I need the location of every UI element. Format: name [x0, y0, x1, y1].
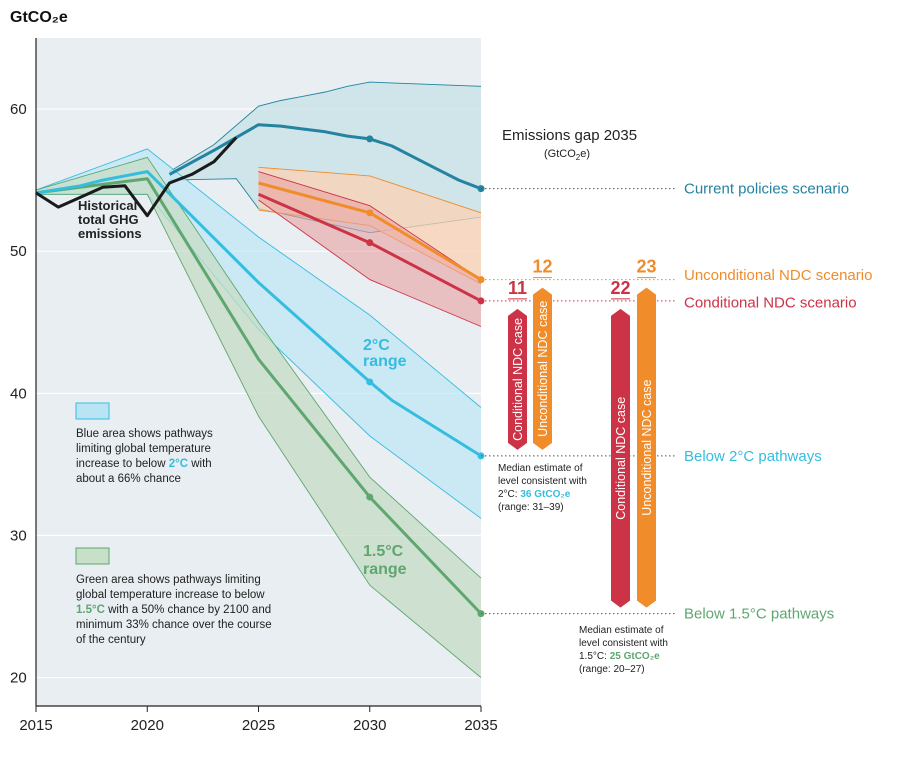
x-tick-label: 2015 — [19, 717, 52, 734]
legend-swatch-green — [75, 547, 110, 565]
marker-one_five_c — [366, 493, 374, 501]
gap-bar-label-g1: Conditional NDC case — [511, 318, 525, 441]
band-conditional — [258, 171, 481, 327]
scenario-label-one_five_c: Below 1.5°C pathways — [684, 606, 834, 623]
scenario-label-two_c: Below 2°C pathways — [684, 448, 822, 465]
series-line-historical — [35, 136, 238, 218]
series-line-current — [168, 123, 482, 191]
band-edge-upper-unconditional — [258, 166, 482, 214]
gap-title: Emissions gap 2035 — [502, 127, 637, 144]
band-edge-upper-conditional — [258, 171, 482, 280]
gap-value-g4: 23 — [636, 257, 656, 277]
band-two_c — [36, 148, 481, 519]
median-note-2c: Median estimate of level consistent with… — [498, 463, 590, 513]
scenario-label-current: Current policies scenario — [684, 181, 849, 198]
band-edge-upper-current — [169, 81, 482, 172]
one-five-c-range-label: 1.5°C range — [363, 543, 408, 578]
series-line-two_c — [35, 170, 482, 458]
x-axis-ticks: 2015 2020 2025 2030 2035 — [19, 706, 498, 734]
band-edge-lower-one_five_c — [36, 193, 482, 678]
x-tick-label: 2035 — [464, 717, 497, 734]
legend-text-green: Green area shows pathways limiting globa… — [76, 574, 275, 646]
band-edge-upper-two_c — [35, 148, 482, 408]
scenario-label-conditional: Conditional NDC scenario — [684, 294, 857, 311]
band-one_five_c — [36, 157, 481, 678]
gap-bar-g4 — [637, 287, 656, 608]
series-line-one_five_c — [35, 177, 483, 615]
gap-value-g1: 11 — [508, 278, 527, 298]
marker-conditional — [366, 239, 374, 247]
band-edge-upper-one_five_c — [35, 156, 482, 579]
marker-current — [366, 135, 374, 143]
gap-bar-label-g3: Conditional NDC case — [614, 397, 628, 520]
y-tick-label: 50 — [10, 243, 27, 260]
x-tick-label: 2020 — [131, 717, 164, 734]
legend-swatch-blue — [75, 402, 110, 420]
gap-bar-label-g2: Unconditional NDC case — [536, 301, 550, 437]
y-tick-label: 60 — [10, 101, 27, 118]
gap-value-g2: 12 — [532, 257, 552, 277]
uncertainty-bands — [35, 81, 482, 678]
gap-bar-g3 — [611, 308, 630, 608]
marker-two_c — [366, 378, 374, 386]
gap-value-g3: 22 — [610, 278, 630, 298]
y-axis-title: GtCO₂e — [10, 9, 68, 26]
legend-text-blue: Blue area shows pathways limiting global… — [76, 428, 216, 485]
scenario-labels: Current policies scenario Unconditional N… — [684, 181, 872, 623]
historical-label: Historical total GHG emissions — [78, 198, 142, 241]
two-c-range-label: 2°C range — [363, 337, 407, 370]
leader-lines — [481, 188, 676, 615]
marker-unconditional — [366, 209, 374, 217]
gap-bar-label-g4: Unconditional NDC case — [640, 379, 654, 515]
median-note-1-5c: Median estimate of level consistent with… — [579, 625, 671, 675]
y-tick-label: 40 — [10, 385, 27, 402]
gap-unit: (GtCO2e) — [544, 148, 590, 162]
gap-bar-g2 — [533, 287, 552, 450]
x-tick-label: 2030 — [353, 717, 386, 734]
band-edge-lower-conditional — [258, 199, 482, 327]
y-axis-ticks: 20 30 40 50 60 — [10, 101, 27, 687]
y-tick-label: 30 — [10, 527, 27, 544]
gap-bar-g1 — [508, 308, 527, 450]
emissions-gap-bars: 11 Conditional NDC case 12 Unconditional ND… — [508, 257, 657, 608]
scenario-label-unconditional: Unconditional NDC scenario — [684, 267, 872, 284]
y-tick-label: 20 — [10, 670, 27, 687]
x-tick-label: 2025 — [242, 717, 275, 734]
